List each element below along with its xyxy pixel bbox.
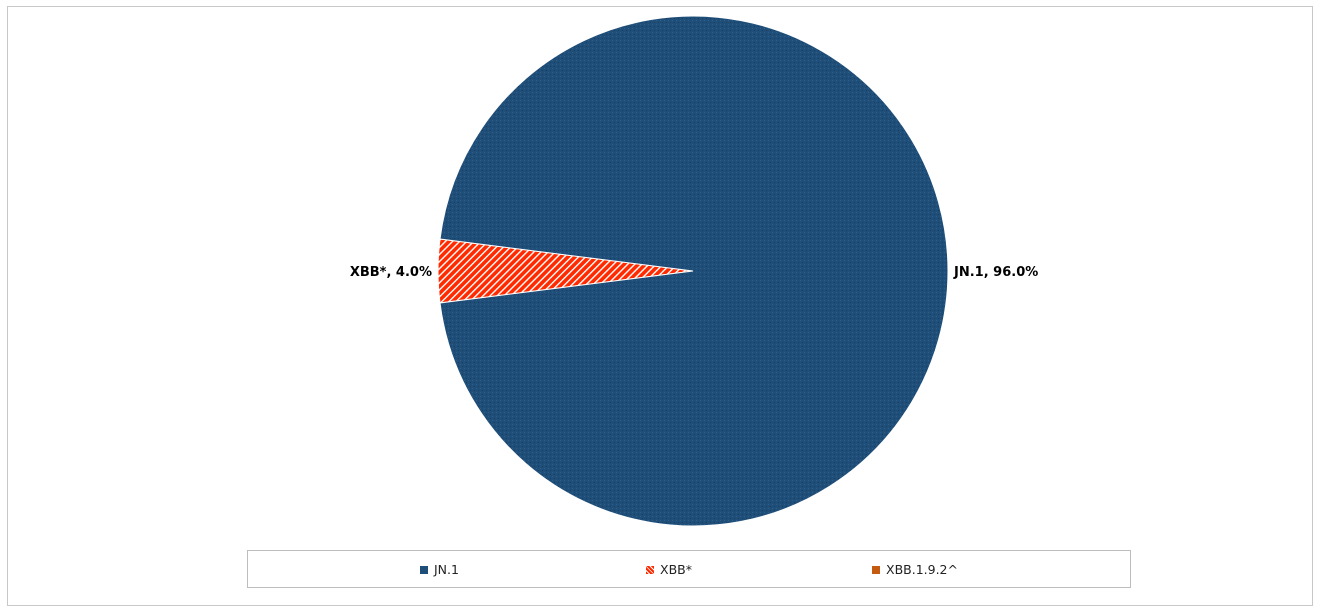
legend-label-xbb: XBB* bbox=[660, 562, 692, 577]
legend-swatch-xbb bbox=[646, 565, 654, 574]
legend: JN.1 XBB* XBB.1.9.2^ bbox=[247, 550, 1131, 588]
legend-item-xbb1-9-2: XBB.1.9.2^ bbox=[872, 562, 958, 577]
legend-item-xbb: XBB* bbox=[646, 562, 692, 577]
legend-label-xbb1-9-2: XBB.1.9.2^ bbox=[886, 562, 958, 577]
data-label-xbb: XBB*, 4.0% bbox=[350, 265, 432, 280]
pie-slice-jn-1 bbox=[439, 15, 949, 527]
data-label-jn-1: JN.1, 96.0% bbox=[953, 265, 1038, 280]
legend-item-jn1: JN.1 bbox=[420, 562, 459, 577]
legend-label-jn1: JN.1 bbox=[434, 562, 459, 577]
legend-swatch-jn1 bbox=[420, 565, 428, 574]
legend-swatch-xbb1-9-2 bbox=[872, 565, 880, 574]
